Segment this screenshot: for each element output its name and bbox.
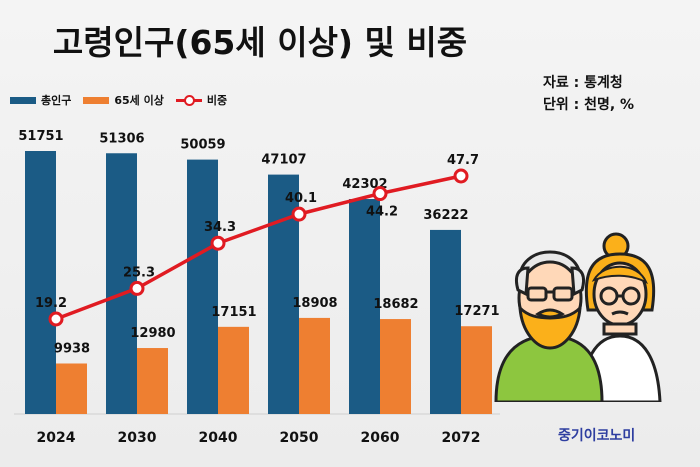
ratio-label-2030: 25.3 (123, 265, 155, 280)
label-elderly-2050: 18908 (292, 296, 337, 311)
page-title: 고령인구(65세 이상) 및 비중 (52, 23, 468, 62)
bar-elderly-2072 (461, 326, 492, 414)
legend-swatch-elderly (83, 96, 110, 104)
legend-label-elderly: 65세 이상 (114, 94, 164, 107)
legend-item-ratio: 비중 (175, 92, 228, 108)
ratio-point-2050 (291, 206, 307, 222)
bar-total-2060 (349, 199, 380, 414)
label-elderly-2072: 17271 (454, 304, 499, 319)
bar-total-2040 (187, 159, 218, 414)
ratio-label-2072: 47.7 (447, 153, 479, 168)
ratio-label-2050: 40.1 (285, 191, 317, 206)
label-total-2040: 50059 (180, 138, 225, 153)
legend-item-total: 총인구 (10, 92, 71, 108)
ratio-label-2024: 19.2 (35, 296, 67, 311)
ratio-point-2040 (210, 235, 226, 251)
legend-swatch-total (10, 96, 36, 104)
elderly-couple-illustration (494, 232, 662, 402)
x-tick-2060: 2060 (361, 430, 400, 446)
source-label: 자료 : 통계청 (543, 75, 623, 91)
x-tick-2072: 2072 (442, 430, 481, 446)
bar-elderly-2030 (137, 348, 168, 414)
unit-label: 단위 : 천명, % (543, 97, 635, 113)
label-total-2050: 47107 (261, 153, 306, 168)
label-total-2072: 36222 (423, 208, 468, 223)
brand-logo-text: 중기이코노미 (558, 428, 636, 444)
x-tick-2050: 2050 (280, 430, 319, 446)
bar-elderly-2024 (56, 363, 87, 414)
label-total-2030: 51306 (99, 131, 144, 146)
ratio-point-2060 (372, 186, 388, 202)
legend-item-elderly: 65세 이상 (83, 92, 164, 108)
legend-label-total: 총인구 (41, 94, 72, 107)
ratio-label-2040: 34.3 (204, 220, 236, 235)
chart-legend: 총인구 65세 이상 비중 (10, 92, 239, 108)
bar-total-2072 (430, 229, 461, 414)
ratio-point-2024 (48, 311, 64, 327)
ratio-point-2072 (453, 168, 469, 184)
bar-elderly-2060 (380, 319, 411, 414)
x-tick-2024: 2024 (37, 430, 76, 446)
label-elderly-2040: 17151 (211, 305, 256, 320)
legend-label-ratio: 비중 (206, 94, 228, 107)
bar-elderly-2040 (218, 326, 249, 414)
ratio-line (55, 174, 462, 321)
x-tick-2040: 2040 (199, 430, 238, 446)
bar-total-2024 (25, 151, 56, 414)
x-tick-2030: 2030 (118, 430, 157, 446)
grandfather-icon (494, 250, 604, 402)
bar-elderly-2050 (299, 317, 330, 414)
label-elderly-2030: 12980 (130, 326, 175, 341)
ratio-point-2030 (129, 280, 145, 296)
label-total-2024: 51751 (18, 129, 63, 144)
label-elderly-2024: 9938 (54, 341, 90, 356)
legend-swatch-ratio (175, 95, 202, 106)
ratio-label-2060: 44.2 (366, 205, 398, 220)
label-elderly-2060: 18682 (373, 297, 418, 312)
